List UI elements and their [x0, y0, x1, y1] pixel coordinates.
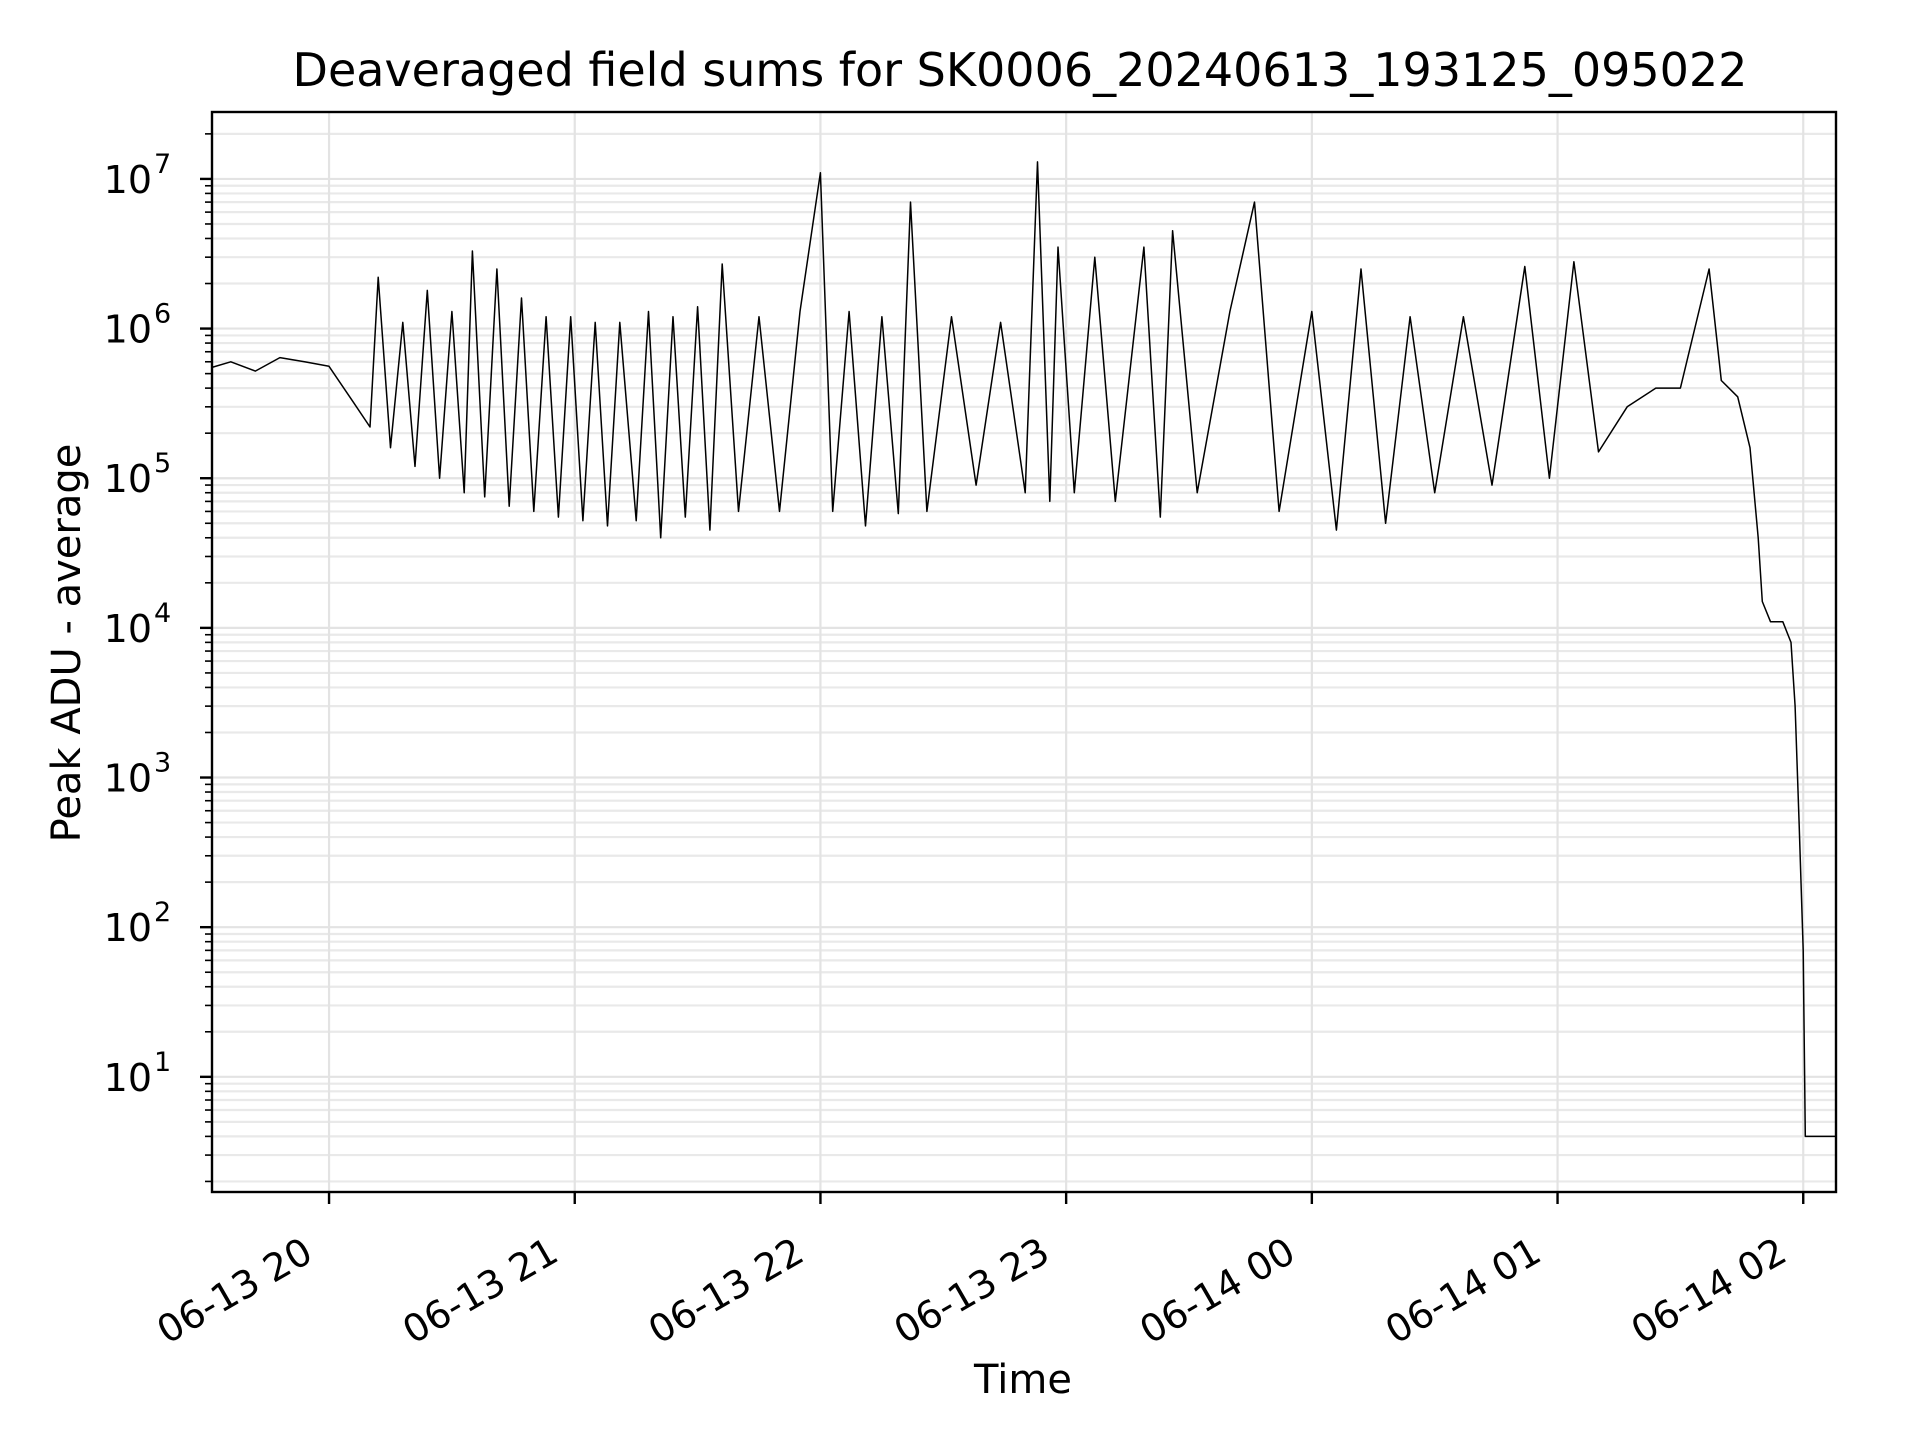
y-tick-label: 10: [104, 906, 152, 950]
y-tick-label-exponent: 5: [154, 448, 171, 479]
x-tick-label: 06-14 02: [1624, 1229, 1794, 1353]
y-tick-label-exponent: 2: [154, 897, 171, 928]
y-tick-label-exponent: 1: [154, 1047, 171, 1078]
plot-area-frame: [210, 110, 1838, 1194]
y-tick-label: 10: [104, 158, 152, 202]
x-tick-label: 06-14 00: [1132, 1229, 1302, 1353]
chart-title: Deaveraged field sums for SK0006_2024061…: [293, 43, 1748, 97]
y-tick-label: 10: [104, 308, 152, 352]
x-axis-label: Time: [973, 1357, 1072, 1403]
grid: [212, 112, 1836, 1192]
y-tick-label: 10: [104, 457, 152, 501]
series-line: [211, 161, 1836, 1138]
y-tick-label-exponent: 6: [154, 299, 171, 330]
x-tick-label: 06-13 22: [641, 1229, 811, 1353]
x-tick-label: 06-13 23: [887, 1229, 1057, 1353]
y-tick-label: 10: [104, 757, 152, 801]
y-tick-label: 10: [104, 1056, 152, 1100]
y-tick-label: 10: [104, 607, 152, 651]
y-tick-label-exponent: 4: [154, 598, 171, 629]
x-tick-label: 06-13 20: [150, 1229, 320, 1353]
x-tick-label: 06-14 01: [1378, 1229, 1548, 1353]
x-tick-label: 06-13 21: [395, 1229, 565, 1353]
y-tick-label-exponent: 3: [154, 748, 171, 779]
y-axis-label: Peak ADU - average: [44, 444, 90, 843]
y-tick-label-exponent: 7: [154, 149, 171, 180]
